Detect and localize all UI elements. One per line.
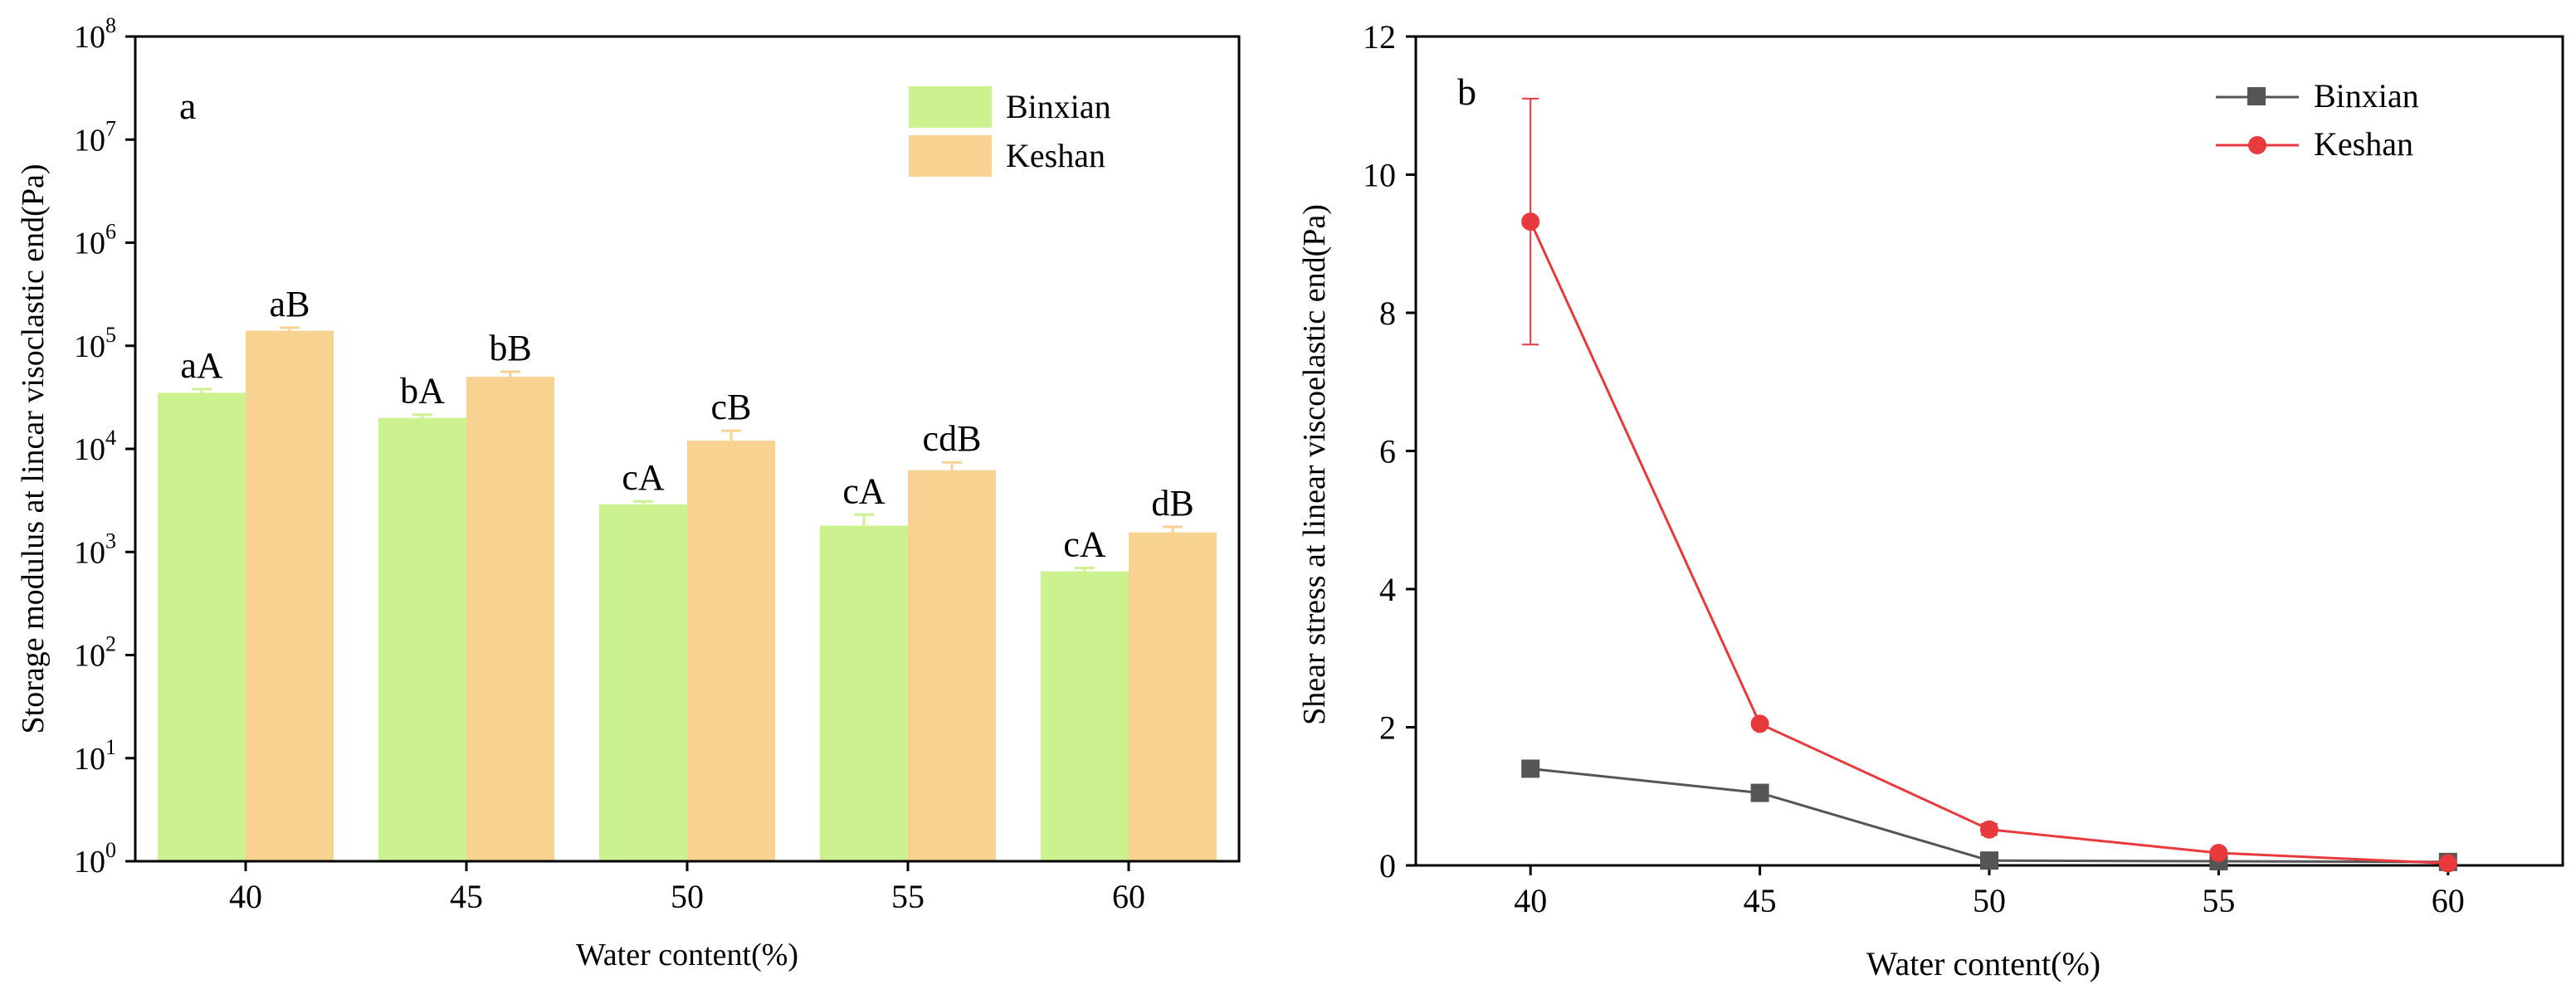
- b-y-tick-label: 6: [1379, 433, 1396, 470]
- b-y-axis-title: Shear stress at linear viscoelastic end(…: [1297, 204, 1332, 725]
- b-y-tick-label: 2: [1379, 709, 1396, 747]
- a-x-axis-ticks: 40 45 50 55 60: [229, 861, 1145, 915]
- a-significance-labels: aA aB bA bB cA cB cA cdB cA dB: [180, 284, 1193, 565]
- a-bar-keshan: [687, 441, 775, 861]
- b-legend: Binxian Keshan: [2216, 77, 2419, 163]
- b-legend-label-keshan: Keshan: [2314, 125, 2413, 163]
- a-legend-swatch-keshan: [909, 135, 992, 177]
- b-point-keshan: [1750, 714, 1769, 733]
- b-y-tick-label: 10: [1363, 157, 1396, 194]
- a-legend-label-keshan: Keshan: [1006, 137, 1105, 174]
- a-bar-keshan: [246, 330, 334, 861]
- a-error-bars: [192, 326, 1183, 572]
- a-bar-binxian: [158, 392, 246, 861]
- a-x-axis-title: Water content(%): [576, 938, 798, 972]
- a-significance-label: aB: [270, 284, 310, 324]
- b-y-tick-label: 8: [1379, 295, 1396, 332]
- b-x-tick-label: 40: [1514, 882, 1547, 919]
- b-y-tick-label: 4: [1379, 571, 1396, 608]
- a-x-tick-label: 60: [1112, 878, 1145, 915]
- b-x-tick-label: 45: [1744, 882, 1777, 919]
- a-bar-binxian: [1041, 571, 1129, 861]
- a-bar-keshan: [908, 470, 996, 861]
- a-x-tick-label: 50: [671, 878, 704, 915]
- a-x-tick-label: 55: [891, 878, 925, 915]
- a-significance-label: bB: [489, 328, 531, 368]
- a-bar-binxian: [599, 504, 687, 861]
- a-legend-label-binxian: Binxian: [1006, 88, 1111, 125]
- a-significance-label: cA: [842, 470, 886, 511]
- a-bar-binxian: [820, 525, 908, 861]
- b-x-axis-ticks: 40 45 50 55 60: [1514, 865, 2465, 919]
- b-legend-label-binxian: Binxian: [2314, 77, 2419, 115]
- a-significance-label: bA: [400, 371, 445, 412]
- a-legend: Binxian Keshan: [909, 86, 1111, 177]
- a-significance-label: dB: [1151, 483, 1193, 524]
- a-x-tick-label: 45: [450, 878, 483, 915]
- a-significance-label: cA: [622, 457, 665, 498]
- a-significance-label: cB: [711, 387, 752, 427]
- a-legend-swatch-binxian: [909, 86, 992, 128]
- b-point-keshan: [2209, 844, 2228, 863]
- a-bar-binxian: [378, 417, 466, 861]
- b-point-binxian: [1980, 851, 1998, 870]
- a-x-tick-label: 40: [229, 878, 262, 915]
- b-point-keshan: [1521, 212, 1540, 231]
- a-panel-letter: a: [179, 85, 196, 127]
- b-point-keshan: [2438, 854, 2457, 873]
- b-x-tick-label: 60: [2432, 882, 2465, 919]
- b-series: [1521, 97, 2457, 873]
- a-bar-keshan: [1129, 532, 1217, 861]
- b-point-binxian: [1750, 783, 1769, 802]
- b-y-axis-ticks: 0 2 4 6 8 10 12: [1363, 18, 1416, 884]
- b-point-keshan: [1980, 820, 1998, 839]
- b-x-tick-label: 55: [2202, 882, 2235, 919]
- a-significance-label: cdB: [923, 418, 982, 459]
- a-significance-label: aA: [180, 345, 223, 386]
- b-y-tick-label: 12: [1363, 18, 1396, 56]
- b-panel-letter: b: [1457, 71, 1476, 113]
- b-legend-marker-binxian: [2247, 87, 2266, 105]
- b-y-tick-label: 0: [1379, 847, 1396, 884]
- a-bars: [158, 330, 1217, 862]
- a-y-axis-title: Storage modulus at lincar visoclastic en…: [16, 164, 51, 734]
- b-point-binxian: [1521, 759, 1540, 778]
- a-bar-keshan: [466, 377, 554, 862]
- b-legend-marker-keshan: [2248, 136, 2266, 154]
- b-x-tick-label: 50: [1973, 882, 2006, 919]
- a-significance-label: cA: [1063, 524, 1106, 564]
- b-x-axis-title: Water content(%): [1866, 945, 2100, 982]
